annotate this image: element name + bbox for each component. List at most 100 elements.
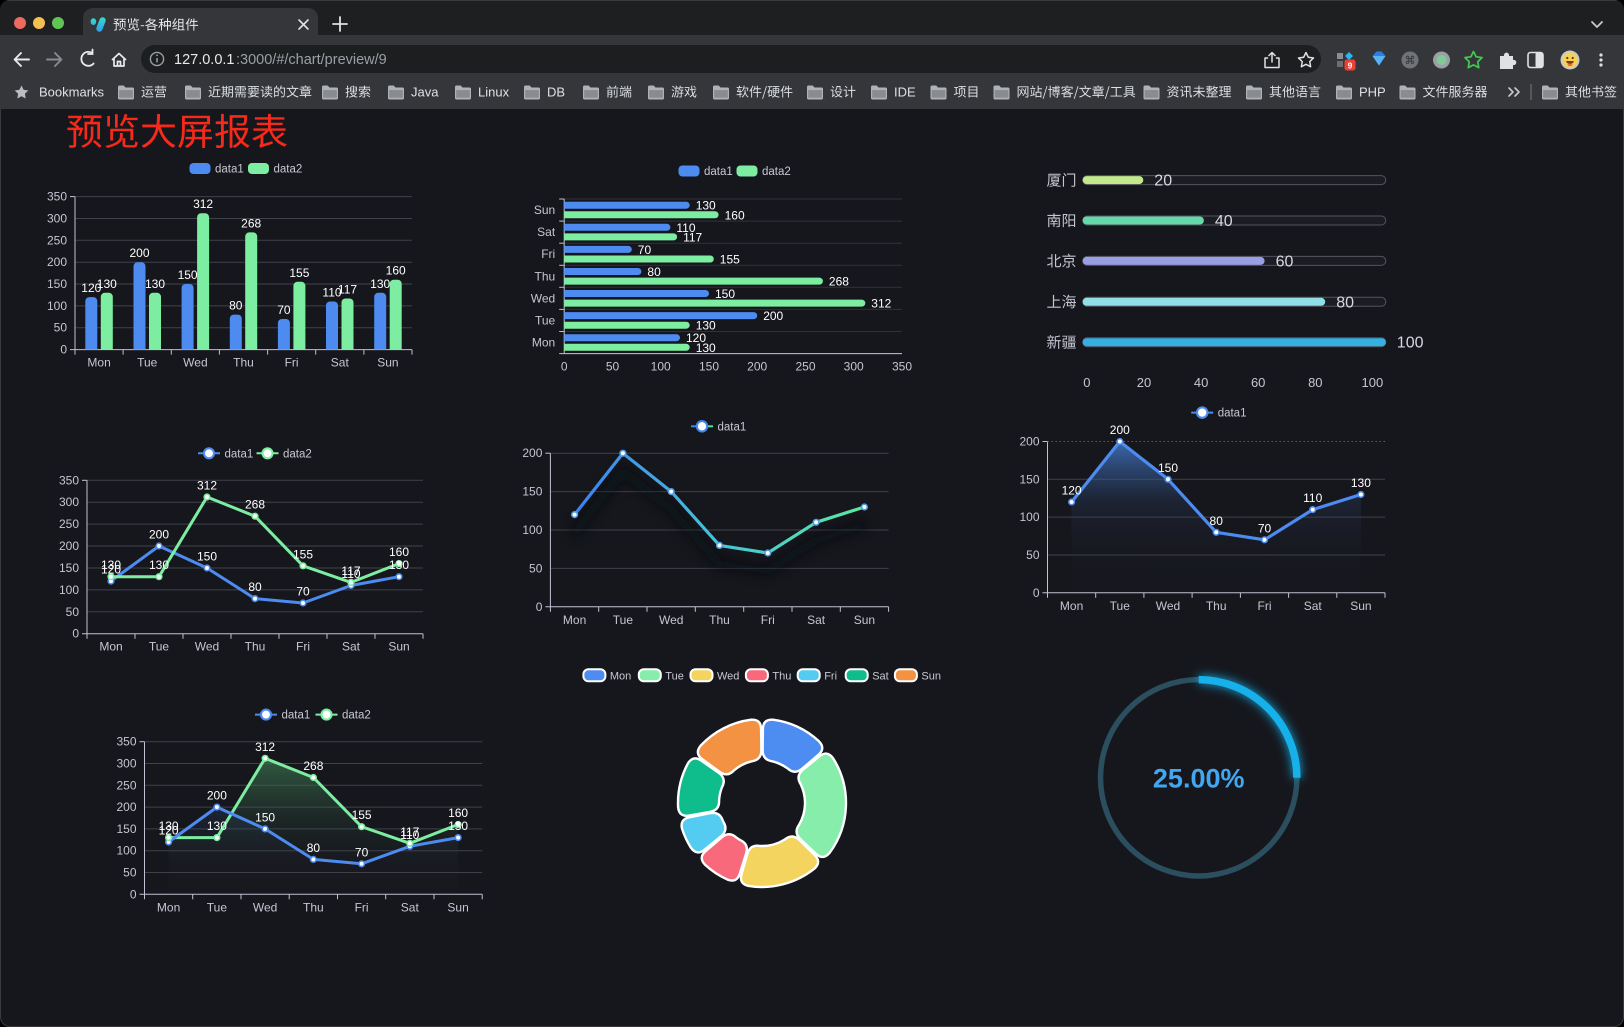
svg-text:312: 312 (193, 197, 213, 211)
svg-text:155: 155 (352, 808, 372, 822)
svg-text:Fri: Fri (761, 613, 775, 627)
svg-text:130: 130 (97, 277, 117, 291)
svg-text:117: 117 (341, 564, 360, 578)
svg-text:100: 100 (116, 844, 136, 858)
svg-text:data1: data1 (225, 448, 254, 460)
svg-text:300: 300 (59, 495, 79, 509)
svg-text:Mon: Mon (157, 900, 180, 914)
svg-text:Tue: Tue (665, 670, 684, 682)
svg-text:130: 130 (696, 199, 716, 213)
svg-text:Fri: Fri (541, 247, 555, 261)
svg-text:150: 150 (1158, 461, 1178, 475)
svg-text:110: 110 (400, 828, 419, 842)
svg-text:110: 110 (341, 567, 360, 581)
svg-text:130: 130 (101, 558, 121, 572)
svg-text:Sat: Sat (331, 356, 350, 370)
svg-text:Tue: Tue (207, 900, 228, 914)
svg-text:80: 80 (307, 841, 321, 855)
svg-text:120: 120 (101, 563, 121, 577)
svg-text:120: 120 (159, 824, 179, 838)
svg-text:25.00%: 25.00% (1153, 763, 1245, 793)
svg-text:Thu: Thu (772, 670, 791, 682)
svg-text:250: 250 (47, 233, 67, 247)
svg-text:250: 250 (795, 360, 815, 374)
svg-text:80: 80 (1336, 294, 1354, 311)
svg-text:Mon: Mon (87, 356, 110, 370)
svg-text:80: 80 (229, 299, 243, 313)
svg-text:Tue: Tue (137, 356, 158, 370)
svg-text:200: 200 (47, 255, 67, 269)
svg-text:70: 70 (1258, 521, 1272, 535)
svg-text:70: 70 (296, 585, 310, 599)
svg-text:data2: data2 (762, 166, 791, 178)
svg-text:50: 50 (529, 561, 543, 575)
svg-text:Tue: Tue (1110, 599, 1131, 613)
svg-text:Tue: Tue (535, 314, 556, 328)
svg-text:40: 40 (1215, 213, 1233, 230)
svg-text:50: 50 (54, 321, 68, 335)
svg-text:268: 268 (303, 759, 323, 773)
svg-text:0: 0 (1033, 586, 1040, 600)
svg-text:300: 300 (116, 757, 136, 771)
svg-text:80: 80 (647, 265, 661, 279)
svg-text:100: 100 (651, 360, 671, 374)
svg-text:200: 200 (129, 246, 149, 260)
svg-text:50: 50 (123, 866, 137, 880)
svg-text:Fri: Fri (1258, 599, 1272, 613)
svg-text:0: 0 (72, 627, 79, 641)
svg-text:100: 100 (522, 523, 542, 537)
svg-text:Mon: Mon (99, 640, 122, 654)
svg-text:130: 130 (207, 819, 227, 833)
svg-text:Fri: Fri (285, 356, 299, 370)
svg-text:Tue: Tue (613, 613, 634, 627)
svg-text:50: 50 (1026, 548, 1040, 562)
svg-text:120: 120 (1062, 484, 1082, 498)
svg-text:0: 0 (1083, 375, 1090, 390)
svg-text:Wed: Wed (531, 291, 555, 305)
svg-text:200: 200 (1019, 435, 1039, 449)
svg-text:150: 150 (1019, 472, 1039, 486)
svg-text:110: 110 (322, 286, 341, 300)
svg-text:300: 300 (844, 360, 864, 374)
svg-text::3000/#/chart/preview/9: :3000/#/chart/preview/9 (236, 52, 387, 68)
svg-text:0: 0 (60, 343, 67, 357)
svg-text:160: 160 (448, 806, 468, 820)
svg-text:Sun: Sun (447, 900, 468, 914)
svg-text:Sat: Sat (872, 670, 889, 682)
svg-text:268: 268 (829, 275, 849, 289)
svg-text:80: 80 (1308, 375, 1322, 390)
svg-text:130: 130 (370, 277, 390, 291)
svg-text:350: 350 (116, 735, 136, 749)
svg-text:160: 160 (389, 545, 409, 559)
svg-text:Sat: Sat (342, 640, 361, 654)
svg-text:70: 70 (277, 303, 291, 317)
svg-text:250: 250 (59, 517, 79, 531)
svg-text:Sun: Sun (854, 613, 875, 627)
svg-text:110: 110 (1303, 491, 1322, 505)
svg-text:150: 150 (715, 287, 735, 301)
svg-text:Mon: Mon (610, 670, 631, 682)
svg-text:Sun: Sun (388, 640, 409, 654)
svg-text:130: 130 (159, 819, 179, 833)
svg-text:50: 50 (606, 360, 620, 374)
svg-text:120: 120 (686, 331, 706, 345)
svg-text:268: 268 (241, 216, 261, 230)
svg-text:312: 312 (255, 740, 275, 754)
svg-text:150: 150 (59, 561, 79, 575)
svg-text:200: 200 (763, 309, 783, 323)
svg-text:130: 130 (389, 558, 409, 572)
svg-text:155: 155 (720, 253, 740, 267)
svg-text:Thu: Thu (245, 640, 266, 654)
svg-text:300: 300 (47, 212, 67, 226)
svg-text:Thu: Thu (535, 269, 556, 283)
svg-text:Fri: Fri (824, 670, 837, 682)
svg-text:Sun: Sun (921, 670, 941, 682)
svg-text:data2: data2 (274, 164, 303, 176)
svg-text:0: 0 (130, 887, 137, 901)
svg-text:130: 130 (1351, 476, 1371, 490)
svg-text:data1: data1 (215, 164, 244, 176)
svg-text:200: 200 (747, 360, 767, 374)
svg-text:50: 50 (66, 605, 80, 619)
svg-text:Wed: Wed (253, 900, 277, 914)
svg-text:70: 70 (638, 243, 652, 257)
